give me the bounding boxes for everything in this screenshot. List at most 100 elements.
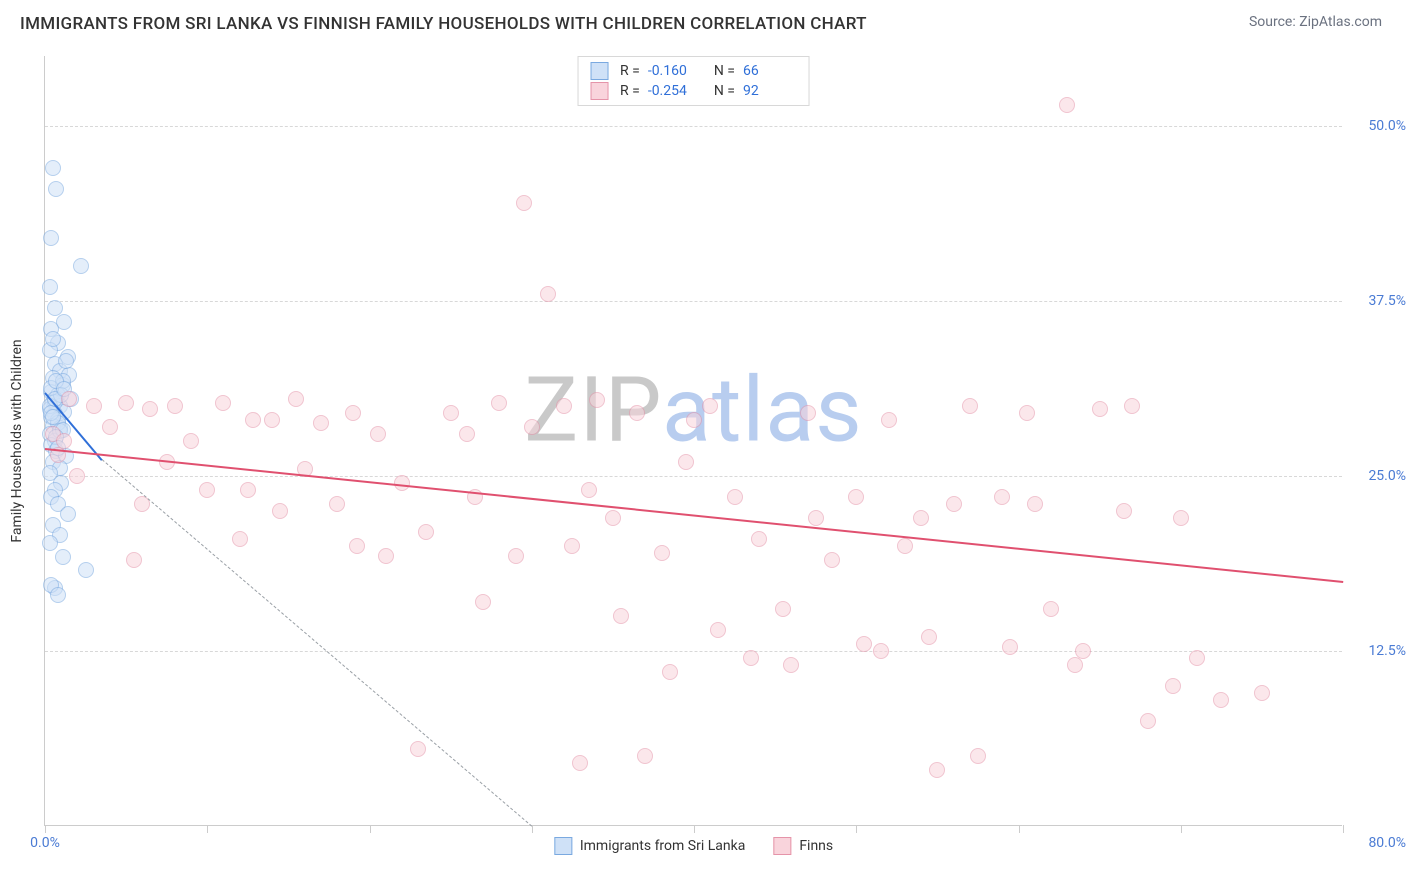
plot-area: ZIPatlas R = -0.160 N = 66 R = -0.254 N … [44, 56, 1342, 826]
data-point-finns [288, 391, 304, 407]
data-point-finns [929, 762, 945, 778]
x-tick [1019, 825, 1020, 833]
n-label: N = [714, 83, 735, 99]
data-point-finns [1173, 510, 1189, 526]
data-point-finns [69, 468, 85, 484]
data-point-finns [572, 755, 588, 771]
data-point-finns [962, 398, 978, 414]
legend-label-sri-lanka: Immigrants from Sri Lanka [580, 838, 745, 854]
data-point-finns [654, 545, 670, 561]
data-point-finns [491, 395, 507, 411]
y-tick-label: 37.5% [1368, 293, 1406, 309]
n-value-sri-lanka: 66 [743, 63, 797, 79]
data-point-finns [1067, 657, 1083, 673]
x-tick [370, 825, 371, 833]
data-point-finns [605, 510, 621, 526]
data-point-finns [378, 548, 394, 564]
data-point-finns [540, 286, 556, 302]
data-point-sri_lanka [42, 535, 58, 551]
x-tick [856, 825, 857, 833]
data-point-finns [897, 538, 913, 554]
data-point-finns [946, 496, 962, 512]
x-tick [1343, 825, 1344, 833]
data-point-finns [56, 433, 72, 449]
data-point-finns [775, 601, 791, 617]
data-point-finns [1002, 639, 1018, 655]
data-point-sri_lanka [48, 181, 64, 197]
data-point-finns [443, 405, 459, 421]
data-point-finns [126, 552, 142, 568]
data-point-finns [556, 398, 572, 414]
data-point-finns [167, 398, 183, 414]
data-point-sri_lanka [73, 258, 89, 274]
y-axis-title: Family Households with Children [9, 339, 25, 542]
data-point-finns [475, 594, 491, 610]
data-point-finns [86, 398, 102, 414]
data-point-finns [727, 489, 743, 505]
source-value: ZipAtlas.com [1299, 14, 1382, 30]
data-point-finns [751, 531, 767, 547]
r-label: R = [620, 63, 640, 79]
data-point-finns [1059, 97, 1075, 113]
data-point-finns [710, 622, 726, 638]
data-point-finns [102, 419, 118, 435]
data-point-sri_lanka [45, 160, 61, 176]
data-point-finns [410, 741, 426, 757]
data-point-finns [272, 503, 288, 519]
legend-item-finns: Finns [773, 837, 833, 855]
y-tick-label: 50.0% [1368, 118, 1406, 134]
data-point-finns [142, 401, 158, 417]
data-point-finns [370, 426, 386, 442]
data-point-sri_lanka [78, 562, 94, 578]
data-point-sri_lanka [45, 331, 61, 347]
source-label: Source: [1249, 14, 1296, 30]
data-point-finns [881, 412, 897, 428]
data-point-finns [232, 531, 248, 547]
x-tick [45, 825, 46, 833]
data-point-finns [1189, 650, 1205, 666]
data-point-finns [459, 426, 475, 442]
legend-stats-row-finns: R = -0.254 N = 92 [590, 81, 797, 101]
data-point-finns [524, 419, 540, 435]
data-point-sri_lanka [42, 279, 58, 295]
x-tick-label: 0.0% [30, 835, 60, 851]
data-point-finns [783, 657, 799, 673]
legend-label-finns: Finns [799, 838, 833, 854]
data-point-finns [264, 412, 280, 428]
data-point-finns [589, 392, 605, 408]
data-point-finns [629, 405, 645, 421]
data-point-finns [1092, 401, 1108, 417]
trend-line [45, 448, 1343, 583]
legend-stats: R = -0.160 N = 66 R = -0.254 N = 92 [577, 56, 810, 106]
data-point-finns [516, 195, 532, 211]
swatch-finns [773, 837, 791, 855]
data-point-finns [686, 412, 702, 428]
data-point-sri_lanka [47, 300, 63, 316]
data-point-finns [1116, 503, 1132, 519]
data-point-finns [1124, 398, 1140, 414]
x-tick [694, 825, 695, 833]
data-point-finns [800, 405, 816, 421]
data-point-finns [1043, 601, 1059, 617]
x-tick [207, 825, 208, 833]
data-point-finns [1027, 496, 1043, 512]
data-point-finns [743, 650, 759, 666]
data-point-finns [240, 482, 256, 498]
n-value-finns: 92 [743, 83, 797, 99]
data-point-finns [678, 454, 694, 470]
data-point-finns [564, 538, 580, 554]
gridline [45, 651, 1342, 652]
data-point-finns [118, 395, 134, 411]
chart-area: ZIPatlas R = -0.160 N = 66 R = -0.254 N … [44, 56, 1342, 826]
y-tick-label: 12.5% [1368, 643, 1406, 659]
data-point-finns [199, 482, 215, 498]
y-tick-label: 25.0% [1368, 468, 1406, 484]
data-point-finns [848, 489, 864, 505]
data-point-finns [329, 496, 345, 512]
data-point-finns [61, 391, 77, 407]
watermark-part-b: atlas [662, 357, 863, 462]
x-tick-label: 80.0% [1368, 835, 1406, 851]
gridline [45, 126, 1342, 127]
legend-series: Immigrants from Sri Lanka Finns [554, 837, 833, 855]
data-point-finns [913, 510, 929, 526]
